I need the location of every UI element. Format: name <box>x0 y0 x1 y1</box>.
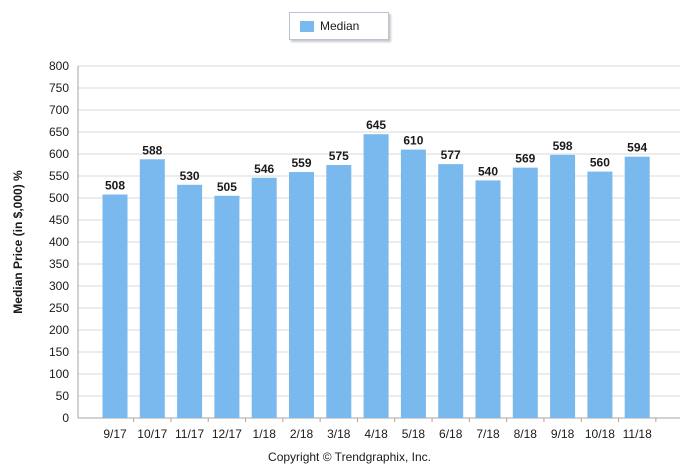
bar <box>102 194 128 418</box>
y-tick-label: 150 <box>49 345 69 359</box>
y-tick-label: 650 <box>49 125 69 139</box>
x-tick-label: 10/17 <box>137 427 167 441</box>
data-label: 530 <box>180 169 200 183</box>
axes: 0 50 100 150 200 250 300 350 400 450 500 550 600 650 7… <box>49 59 680 441</box>
data-label: 540 <box>478 164 498 178</box>
x-tick-label: 11/17 <box>175 427 204 441</box>
legend-swatch <box>300 21 314 32</box>
data-label: 560 <box>590 156 610 170</box>
x-tick-label: 3/18 <box>327 427 351 441</box>
y-tick-label: 100 <box>49 367 69 381</box>
data-label: 546 <box>254 162 274 176</box>
bar <box>251 177 277 418</box>
data-label: 588 <box>142 143 162 157</box>
x-tick-label: 7/18 <box>476 427 500 441</box>
y-axis-title: Median Price (in $,000) % <box>11 170 25 314</box>
bar <box>438 164 464 418</box>
y-tick-label: 750 <box>49 81 69 95</box>
data-labels: 508 588 530 505 546 559 575 645 610 577 540 569 598 5… <box>105 118 648 194</box>
x-tick-label: 1/18 <box>253 427 277 441</box>
bar <box>512 167 538 418</box>
y-tick-label: 350 <box>49 257 69 271</box>
data-label: 645 <box>366 118 386 132</box>
x-tick-label: 12/17 <box>212 427 242 441</box>
y-tick-label: 400 <box>49 235 69 249</box>
y-tick-label: 600 <box>49 147 69 161</box>
data-label: 610 <box>403 134 423 148</box>
y-tick-label: 450 <box>49 213 69 227</box>
x-tick-label: 9/17 <box>103 427 127 441</box>
data-label: 594 <box>627 141 647 155</box>
y-tick-label: 300 <box>49 279 69 293</box>
data-label: 577 <box>441 148 461 162</box>
y-tick-label: 50 <box>56 389 70 403</box>
x-tick-label: 10/18 <box>585 427 615 441</box>
data-label: 559 <box>291 156 311 170</box>
bar <box>400 149 426 418</box>
y-tick-label: 700 <box>49 103 69 117</box>
y-tick-label: 200 <box>49 323 69 337</box>
y-tick-label: 0 <box>62 411 69 425</box>
x-tick-label: 8/18 <box>514 427 538 441</box>
x-tick-label: 11/18 <box>623 427 652 441</box>
legend-label: Median <box>320 19 360 33</box>
x-tick-label: 2/18 <box>290 427 314 441</box>
y-tick-label: 500 <box>49 191 69 205</box>
x-tick-label: 5/18 <box>402 427 426 441</box>
bar <box>475 180 501 418</box>
bars <box>102 134 650 418</box>
x-tick-label: 6/18 <box>439 427 463 441</box>
data-label: 598 <box>553 139 573 153</box>
bar <box>550 154 576 418</box>
bar <box>177 184 203 418</box>
y-tick-label: 800 <box>49 59 69 73</box>
bar <box>214 195 240 418</box>
copyright-text: Copyright © Trendgraphix, Inc. <box>268 450 431 464</box>
data-label: 508 <box>105 178 125 192</box>
y-tick-label: 250 <box>49 301 69 315</box>
bar <box>289 172 314 418</box>
x-tick-label: 9/18 <box>551 427 575 441</box>
bar <box>139 159 165 418</box>
x-tick-label: 4/18 <box>364 427 388 441</box>
bar <box>587 171 613 418</box>
data-label: 575 <box>329 149 349 163</box>
y-tick-label: 550 <box>49 169 69 183</box>
legend: Median <box>289 12 389 40</box>
data-label: 505 <box>217 180 237 194</box>
bar <box>363 134 389 418</box>
bar <box>624 156 650 418</box>
bar <box>326 165 352 418</box>
data-label: 569 <box>515 152 535 166</box>
